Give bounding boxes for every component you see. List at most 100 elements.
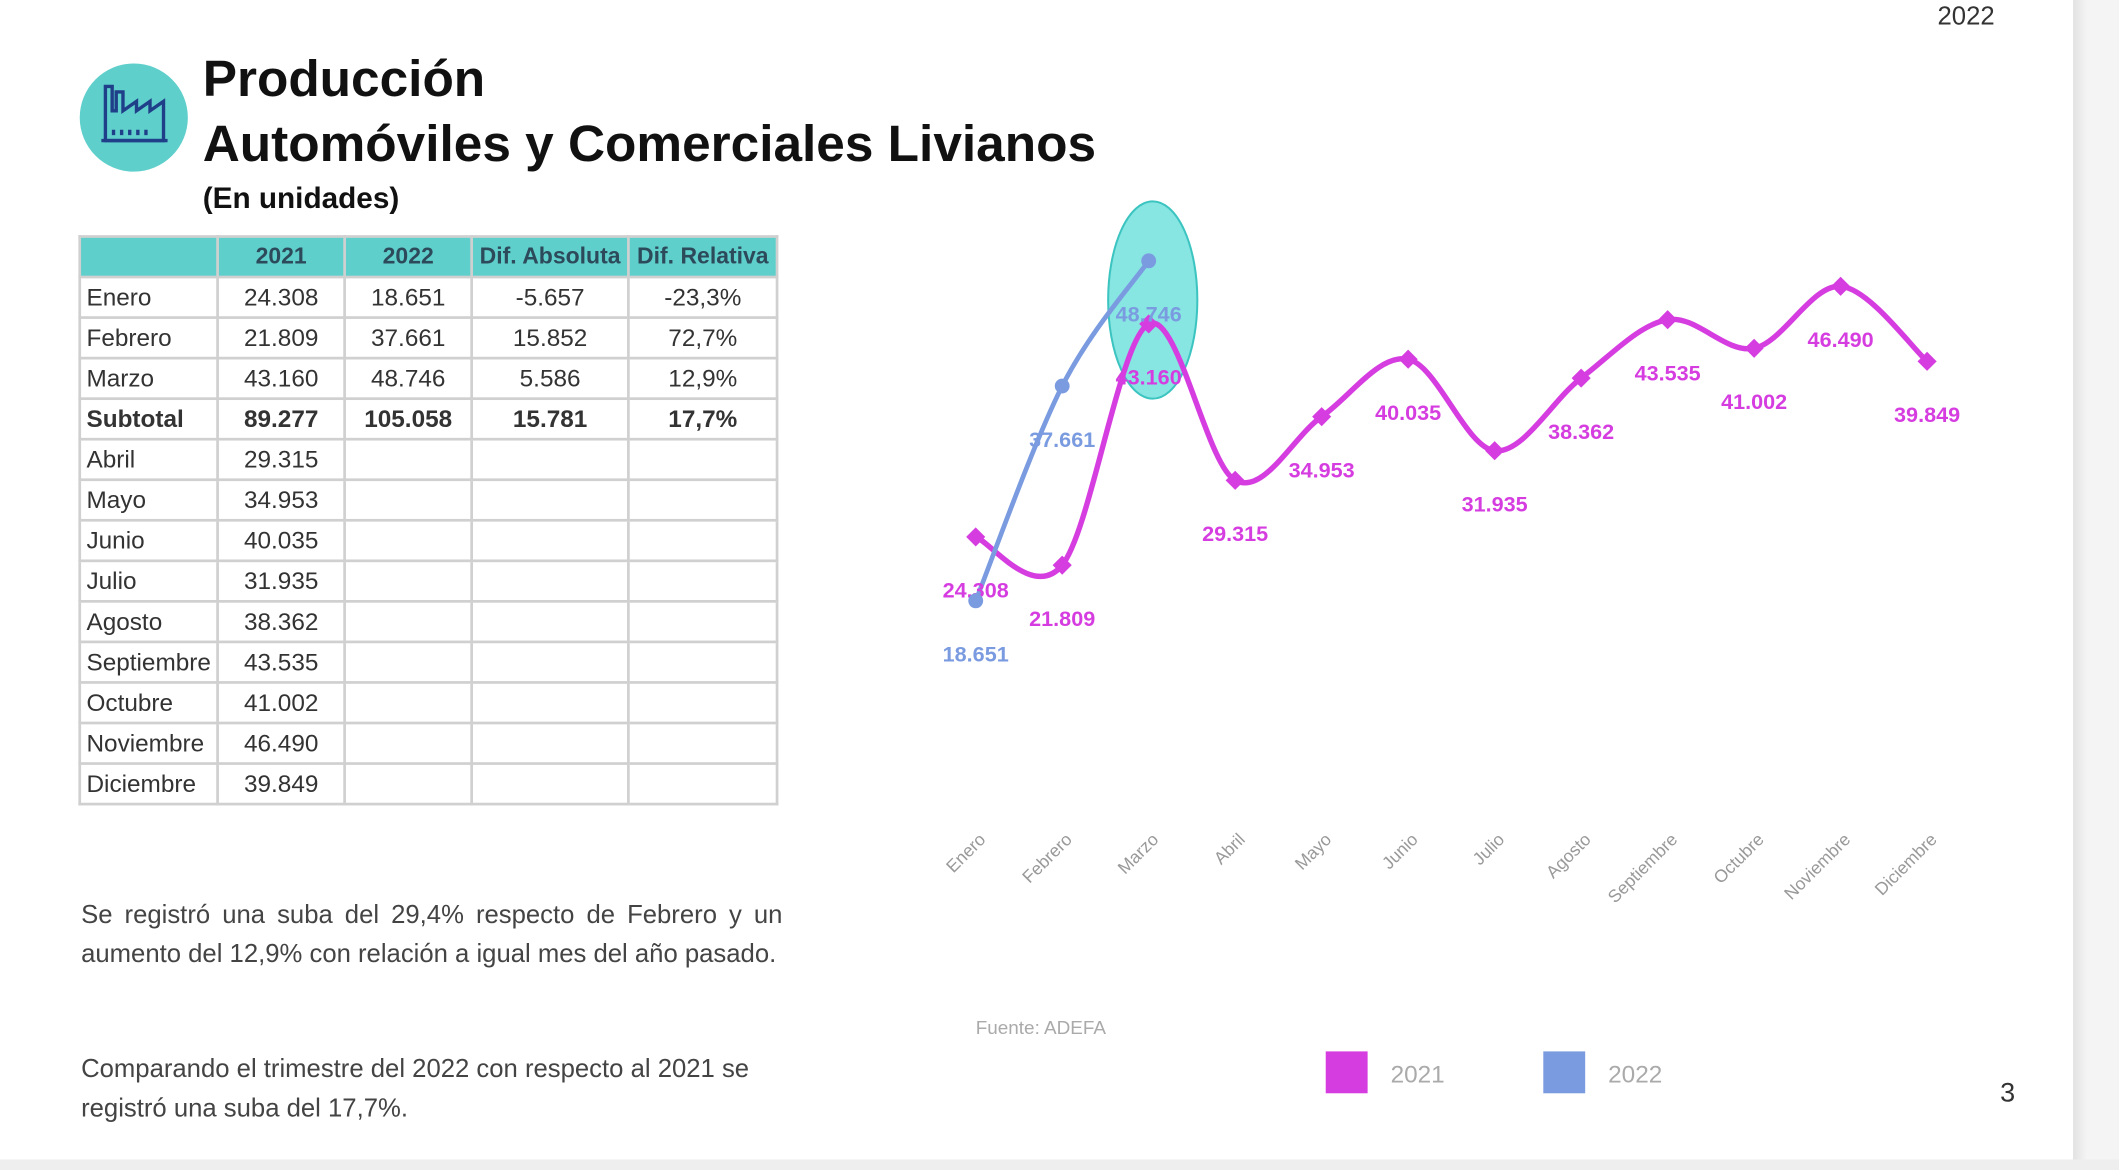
- data-label: 31.935: [1462, 492, 1528, 517]
- table-cell: [343, 681, 474, 725]
- data-label: 34.953: [1289, 457, 1355, 482]
- marker: [966, 527, 986, 547]
- legend-label: 2022: [1608, 1061, 1662, 1088]
- legend-swatch: [1543, 1051, 1586, 1094]
- table-cell: [627, 559, 779, 603]
- table-cell: Febrero: [78, 316, 220, 360]
- table-cell: [343, 478, 474, 522]
- table-cell: [627, 600, 779, 644]
- marker: [1141, 253, 1157, 269]
- table-cell: [627, 721, 779, 765]
- x-tick-label: Diciembre: [1871, 829, 1941, 899]
- table-cell: 31.935: [216, 559, 347, 603]
- table-cell: [470, 559, 630, 603]
- data-label: 43.160: [1116, 365, 1182, 390]
- table-cell: [470, 640, 630, 684]
- table-cell: [343, 762, 474, 806]
- table-cell: Agosto: [78, 600, 220, 644]
- table-cell: [470, 681, 630, 725]
- table-cell: [470, 478, 630, 522]
- table-row: Mayo 34.953: [78, 478, 779, 522]
- table-cell: 72,7%: [627, 316, 779, 360]
- table-cell: [470, 600, 630, 644]
- table-cell: 17,7%: [627, 397, 779, 441]
- table-cell: 5.586: [470, 356, 630, 401]
- table-cell: Abril: [78, 437, 220, 482]
- table-cell: -23,3%: [627, 275, 779, 319]
- table-row: Diciembre 39.849: [78, 762, 779, 806]
- table-cell: [343, 559, 474, 603]
- table-cell: [627, 478, 779, 522]
- table-cell: [627, 437, 779, 482]
- subtitle: (En unidades): [202, 181, 400, 215]
- marker: [1485, 441, 1505, 461]
- marker: [1054, 378, 1070, 394]
- table-row: Junio 40.035: [78, 518, 779, 563]
- page-number: 3: [2000, 1078, 2016, 1109]
- table-cell: Junio: [78, 518, 220, 563]
- table-cell: 105.058: [343, 397, 474, 441]
- header-cell: 2021: [216, 235, 347, 279]
- table-cell: [470, 762, 630, 806]
- x-tick-label: Junio: [1378, 829, 1422, 873]
- table-cell: [627, 681, 779, 725]
- header-cell: Dif. Relativa: [627, 235, 779, 279]
- table-row: Septiembre 43.535: [78, 640, 779, 684]
- data-label: 21.809: [1029, 606, 1095, 631]
- table-cell: Enero: [78, 275, 220, 319]
- table-cell: 89.277: [216, 397, 347, 441]
- factory-icon: [79, 63, 188, 172]
- legend-label: 2021: [1391, 1061, 1445, 1088]
- table-cell: [470, 721, 630, 765]
- table-cell: 15.852: [470, 316, 630, 360]
- table-row: Febrero 21.809 37.661 15.852 72,7%: [78, 316, 779, 360]
- note: Comparando el trimestre del 2022 con res…: [81, 1055, 750, 1124]
- x-tick-label: Julio: [1469, 829, 1509, 869]
- x-tick-label: Septiembre: [1604, 829, 1682, 907]
- table-cell: 48.746: [343, 356, 474, 401]
- table-row: Julio 31.935: [78, 559, 779, 603]
- table-cell: 41.002: [216, 681, 347, 725]
- table-cell: 43.535: [216, 640, 347, 684]
- table-cell: 12,9%: [627, 356, 779, 401]
- table-cell: 37.661: [343, 316, 474, 360]
- table-row: Marzo 43.160 48.746 5.586 12,9%: [78, 356, 779, 401]
- table-cell: 18.651: [343, 275, 474, 319]
- table-cell: Septiembre: [78, 640, 220, 684]
- table-cell: [470, 518, 630, 563]
- marker: [968, 593, 984, 609]
- page-edge: [2073, 0, 2119, 1170]
- table-cell: 39.849: [216, 762, 347, 806]
- table-cell: Julio: [78, 559, 220, 603]
- table-cell: Noviembre: [78, 721, 220, 765]
- table-row: Octubre 41.002: [78, 681, 779, 725]
- marker: [1139, 314, 1159, 334]
- table-cell: Subtotal: [78, 397, 220, 441]
- table-cell: [343, 721, 474, 765]
- header-cell: [78, 235, 220, 279]
- marker: [1658, 310, 1678, 330]
- data-label: 41.002: [1721, 389, 1787, 414]
- source: Fuente: ADEFA: [976, 1018, 1107, 1039]
- table-row: Abril 29.315: [78, 437, 779, 482]
- page-edge: [0, 1159, 2119, 1170]
- table-cell: [627, 640, 779, 684]
- table-row: Enero 24.308 18.651 -5.657 -23,3%: [78, 275, 779, 319]
- table-row: Subtotal 89.277 105.058 15.781 17,7%: [78, 397, 779, 441]
- table-cell: Diciembre: [78, 762, 220, 806]
- marker: [1571, 368, 1591, 388]
- table-cell: 46.490: [216, 721, 347, 765]
- header-cell: Dif. Absoluta: [470, 235, 630, 279]
- table-cell: 40.035: [216, 518, 347, 563]
- data-table: 2021 2022 Dif. Absoluta Dif. Relativa Enero…: [78, 235, 779, 806]
- data-label: 40.035: [1375, 400, 1441, 425]
- legend-swatch: [1325, 1051, 1368, 1094]
- title: Automóviles y Comerciales Livianos: [202, 116, 1097, 173]
- table-cell: [343, 600, 474, 644]
- data-label: 38.362: [1548, 419, 1614, 444]
- marker: [1225, 470, 1245, 490]
- x-tick-label: Mayo: [1291, 829, 1336, 874]
